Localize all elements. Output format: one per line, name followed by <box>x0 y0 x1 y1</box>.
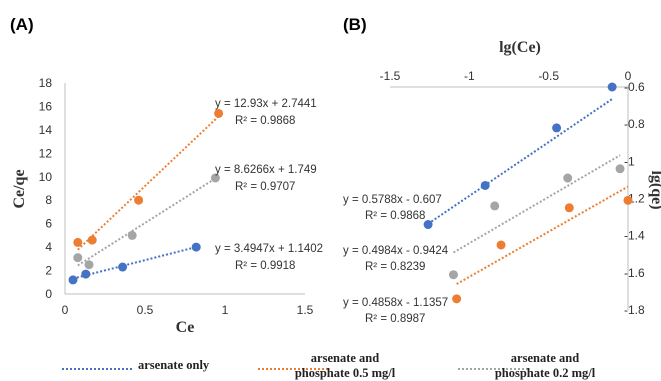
x-tick-label-a: 0.5 <box>137 303 154 317</box>
data-point-a-phosphate_05 <box>214 108 224 118</box>
data-point-a-arsenate_only <box>118 262 128 272</box>
x-axis-title-b: lg(Ce) <box>499 39 541 56</box>
data-point-b-phosphate_02 <box>563 173 573 183</box>
y-tick-label-b: -1.4 <box>624 229 645 243</box>
data-point-b-phosphate_05 <box>496 240 506 250</box>
x-tick-label-a: 1 <box>222 303 229 317</box>
y-tick-label-a: 14 <box>39 123 53 137</box>
panel-label-b: (B) <box>343 15 367 34</box>
data-point-a-phosphate_02 <box>127 230 137 240</box>
data-point-a-arsenate_only <box>81 269 91 279</box>
y-tick-label-a: 10 <box>39 170 53 184</box>
trendline-b-phosphate_05 <box>456 185 629 285</box>
y-tick-label-a: 6 <box>45 217 52 231</box>
data-point-a-phosphate_05 <box>87 235 97 245</box>
trendline-a-phosphate_05 <box>77 115 220 251</box>
y-tick-label-a: 16 <box>39 99 53 113</box>
x-tick-label-b: -1 <box>464 69 475 83</box>
data-point-b-phosphate_05 <box>564 203 574 213</box>
data-point-b-phosphate_05 <box>623 195 633 205</box>
trendline-a-phosphate_02 <box>77 177 216 267</box>
trendline-a-arsenate_only <box>72 246 197 280</box>
trend-equation-a-phosphate_02: y = 8.6266x + 1.749 <box>215 164 317 176</box>
trend-r2-b-phosphate_02: R² = 0.8239 <box>365 261 425 273</box>
chart-panel-a: 0 2 4 6 8 10 12 14 16 18 0 0.5 1 1.5 Ce Ce/qe y = 3.4947… <box>11 76 323 336</box>
trend-r2-a-phosphate_02: R² = 0.9707 <box>235 181 295 193</box>
legend-label-phosphate_02: arsenate and <box>511 351 579 365</box>
y-tick-label-b: -0.6 <box>624 80 645 94</box>
data-point-a-phosphate_05 <box>73 237 83 247</box>
x-tick-label-a: 1.5 <box>297 303 314 317</box>
x-axis-title-a: Ce <box>176 319 195 336</box>
x-tick-label-b: 0 <box>625 69 632 83</box>
trend-equation-a-arsenate_only: y = 3.4947x + 1.1402 <box>215 243 323 255</box>
data-point-a-phosphate_05 <box>134 195 144 205</box>
y-axis-title-a: Ce/qe <box>11 169 28 208</box>
data-point-b-arsenate_only <box>480 180 490 190</box>
x-tick-label-b: -0.5 <box>538 69 559 83</box>
x-tick-label-a: 0 <box>62 303 69 317</box>
panel-label-a: (A) <box>10 15 34 34</box>
data-point-b-arsenate_only <box>552 123 562 133</box>
legend-label-phosphate_05: phosphate 0.5 mg/l <box>295 366 396 380</box>
x-tick-label-b: -1.5 <box>380 69 401 83</box>
y-axis-title-b: lg(qe) <box>648 170 661 209</box>
data-point-b-arsenate_only <box>607 82 617 92</box>
legend-label-arsenate_only: arsenate only <box>138 358 210 372</box>
legend-label-phosphate_02: phosphate 0.2 mg/l <box>495 366 596 380</box>
y-tick-label-b: -0.8 <box>624 117 645 131</box>
y-tick-label-a: 4 <box>45 240 52 254</box>
data-point-b-arsenate_only <box>423 220 433 230</box>
y-tick-label-a: 12 <box>39 146 53 160</box>
y-tick-label-a: 18 <box>39 76 53 90</box>
data-point-b-phosphate_02 <box>490 201 500 211</box>
data-point-a-phosphate_02 <box>73 253 83 263</box>
trend-equation-a-phosphate_05: y = 12.93x + 2.7441 <box>215 98 317 110</box>
data-point-a-phosphate_02 <box>210 173 220 183</box>
data-point-b-phosphate_02 <box>615 164 625 174</box>
trend-r2-b-phosphate_05: R² = 0.8987 <box>365 313 425 325</box>
y-tick-label-a: 2 <box>45 264 52 278</box>
trend-equation-b-phosphate_05: y = 0.4858x - 1.1357 <box>343 297 448 309</box>
data-point-b-phosphate_02 <box>448 270 458 280</box>
trend-equation-b-phosphate_02: y = 0.4984x - 0.9424 <box>343 245 449 257</box>
trend-equation-b-arsenate_only: y = 0.5788x - 0.607 <box>343 194 442 206</box>
trend-r2-a-phosphate_05: R² = 0.9868 <box>235 115 295 127</box>
trendline-b-arsenate_only <box>427 98 613 225</box>
data-point-a-phosphate_02 <box>84 260 94 270</box>
y-tick-label-b: -1 <box>624 154 635 168</box>
trend-r2-b-arsenate_only: R² = 0.9868 <box>365 210 425 222</box>
y-tick-label-a: 8 <box>45 193 52 207</box>
legend-label-phosphate_05: arsenate and <box>311 351 379 365</box>
y-tick-label-b: -1.8 <box>624 303 645 317</box>
y-tick-label-b: -1.6 <box>624 266 645 280</box>
data-point-a-arsenate_only <box>68 275 78 285</box>
data-point-a-arsenate_only <box>191 242 201 252</box>
chart-panel-b: -1.5 -1 -0.5 0-0.6-0.8-1-1.2-1.4-1.6-1.8lg(… <box>343 39 661 325</box>
data-point-b-phosphate_05 <box>452 294 462 304</box>
trend-r2-a-arsenate_only: R² = 0.9918 <box>235 260 295 272</box>
trendline-b-phosphate_02 <box>452 154 621 254</box>
y-tick-label-a: 0 <box>45 287 52 301</box>
